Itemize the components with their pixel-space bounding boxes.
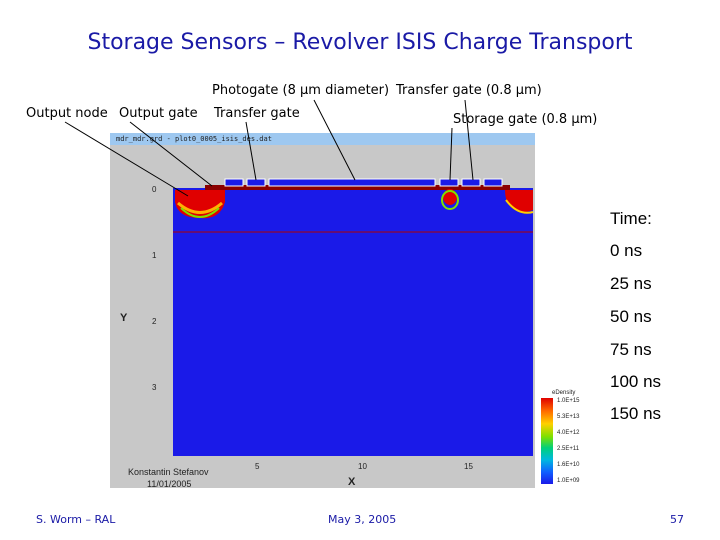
photogate-label: Photogate (8 µm diameter) [212,83,390,98]
time-heading: Time: [610,209,652,228]
time-value: 150 ns [610,404,662,423]
x-tick: 15 [464,462,473,471]
page-number: 57 [670,513,684,526]
right-node-charge [505,190,533,213]
transfer-gate-electrode-3 [461,178,481,187]
time-value: 75 ns [610,340,652,359]
x-tick: 10 [358,462,367,471]
transfer-gate-top-label: Transfer gate (0.8 µm) [396,83,542,98]
density-plot-area [173,188,533,456]
legend-value: 4.0E+12 [557,430,580,436]
legend-value: 5.3E+13 [557,414,580,420]
y-tick: 1 [152,251,157,260]
output-gate-label: Output gate [119,106,198,121]
legend-value: 1.0E+09 [557,478,580,484]
transfer-gate-electrode-1 [224,178,244,187]
legend-value: 1.6E+10 [557,462,580,468]
photogate-electrode [268,178,436,187]
time-value: 25 ns [610,274,652,293]
storage-gate-electrode [439,178,459,187]
output-node-pointer [64,121,189,197]
legend-value: 1.0E+15 [557,398,580,404]
y-tick: 2 [152,317,157,326]
storage-gate-label: Storage gate (0.8 µm) [453,112,598,127]
output-gate-pointer [129,121,213,187]
photogate-pointer [313,99,356,181]
output-node-label: Output node [26,106,108,121]
time-value: 100 ns [610,372,662,391]
x-tick: 5 [255,462,260,471]
gate-electrode-strip [205,185,510,190]
slide-title: Storage Sensors – Revolver ISIS Charge T… [87,30,633,55]
simulation-window-title: mdr_mdr.grd - plot0_0005_isis_des.dat [110,133,535,145]
transfer-gate-electrode-2 [246,178,266,187]
x-axis-label: X [348,476,356,488]
transfer-gate-label: Transfer gate [214,106,300,121]
storage-gate-pointer [449,127,453,181]
time-value: 0 ns [610,241,643,260]
simulation-author: Konstantin Stefanov [128,467,209,477]
transfer-gate-electrode-4 [483,178,503,187]
legend-value: 2.5E+11 [557,446,580,452]
footer-author: S. Worm – RAL [36,513,116,526]
y-tick: 3 [152,383,157,392]
legend-title: eDensity [552,390,576,396]
time-value: 50 ns [610,307,652,326]
output-node-charge [175,190,225,219]
density-colorbar [541,398,553,484]
footer-date: May 3, 2005 [328,513,397,526]
transfer-gate-pointer [245,121,257,181]
simulation-date: 11/01/2005 [147,479,192,489]
transfer-gate-top-pointer [464,99,474,181]
y-tick: 0 [152,185,157,194]
y-axis-label: Y [120,312,128,324]
